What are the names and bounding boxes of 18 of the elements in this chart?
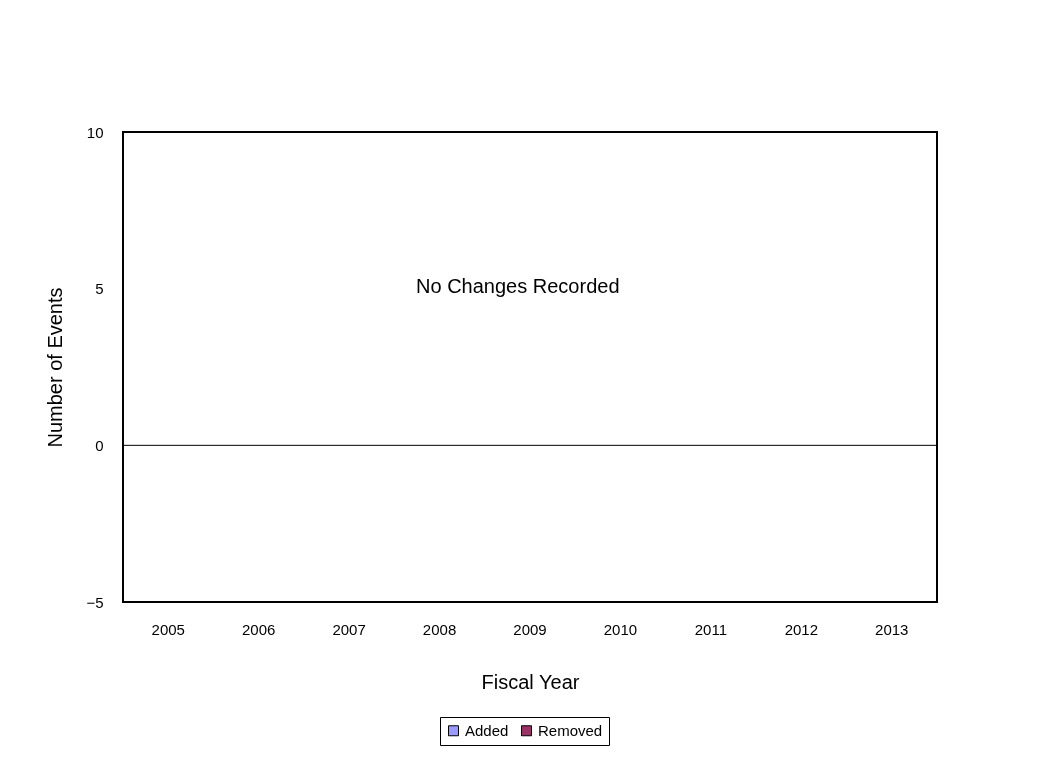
x-tick-label: 2008 <box>422 620 457 638</box>
legend-label: Added <box>465 721 509 739</box>
x-tick-label: 2011 <box>694 620 728 638</box>
x-tick-label: 2012 <box>784 620 819 638</box>
x-tick-label: 2010 <box>603 620 638 638</box>
legend-label: Removed <box>538 721 603 739</box>
x-tick-label: 2007 <box>332 620 366 638</box>
x-tick-label: 2009 <box>513 620 547 638</box>
y-axis-title: Number of Events <box>44 287 67 448</box>
y-tick-label: −5 <box>86 593 104 611</box>
x-axis-title: Fiscal Year <box>481 670 580 693</box>
y-tick-label: 5 <box>95 280 104 298</box>
annotation: No Changes Recorded <box>416 275 620 297</box>
x-tick-label: 2013 <box>875 620 909 638</box>
x-tick-label: 2006 <box>241 620 276 638</box>
y-tick-label: 10 <box>86 123 104 141</box>
x-tick-label: 2005 <box>151 620 185 638</box>
y-tick-label: 0 <box>95 436 104 454</box>
